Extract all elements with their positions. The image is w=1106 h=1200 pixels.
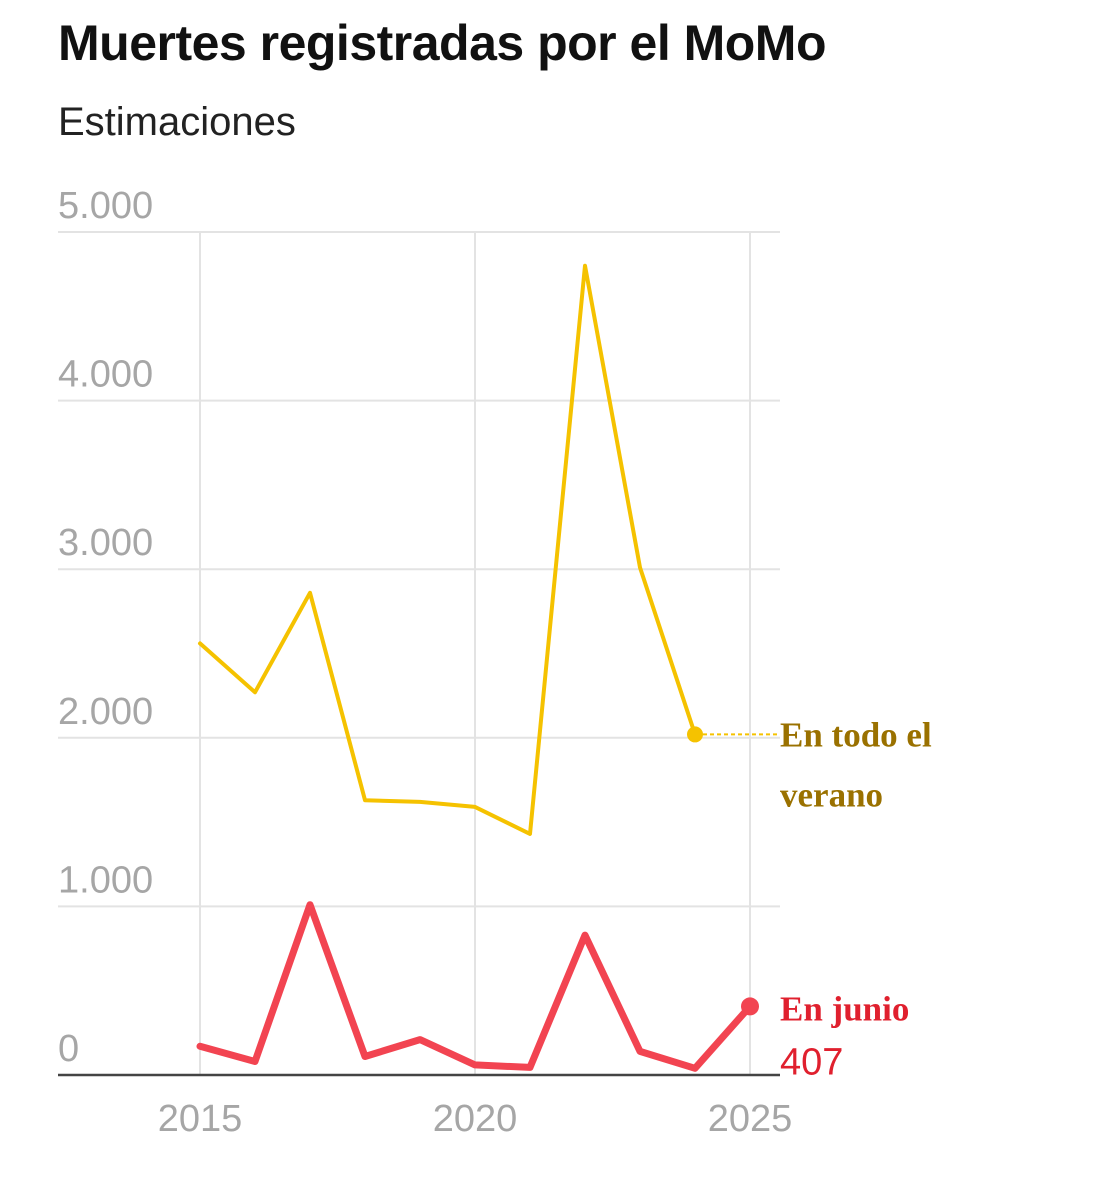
y-tick-label: 4.000 (58, 354, 153, 396)
y-tick-label: 2.000 (58, 691, 153, 733)
x-tick-label: 2020 (433, 1098, 518, 1140)
end-point-summer (687, 726, 703, 743)
y-axis-ticks: 0 1.000 2.000 3.000 4.000 5.000 (58, 185, 153, 1070)
chart-title: Muertes registradas por el MoMo (58, 15, 827, 71)
series-label-june: En junio (780, 989, 909, 1028)
y-tick-label: 3.000 (58, 522, 153, 564)
series-label-summer-line1: En todo el (780, 715, 932, 754)
end-point-june (741, 997, 759, 1016)
grid-layer (58, 231, 780, 1075)
x-tick-label: 2015 (158, 1098, 243, 1140)
y-tick-label: 0 (58, 1028, 79, 1070)
series-label-summer-line2: verano (780, 775, 883, 814)
y-tick-label: 5.000 (58, 185, 153, 227)
x-tick-label: 2025 (708, 1098, 793, 1140)
series-line-june (196, 901, 754, 1072)
series-line-summer (198, 263, 697, 836)
series-labels: En todo el verano En junio 407 (780, 715, 932, 1083)
series-value-june: 407 (780, 1041, 843, 1083)
series-layer (196, 263, 780, 1072)
chart-subtitle: Estimaciones (58, 100, 296, 144)
x-axis-ticks: 2015 2020 2025 (158, 1098, 793, 1140)
y-tick-label: 1.000 (58, 859, 153, 901)
